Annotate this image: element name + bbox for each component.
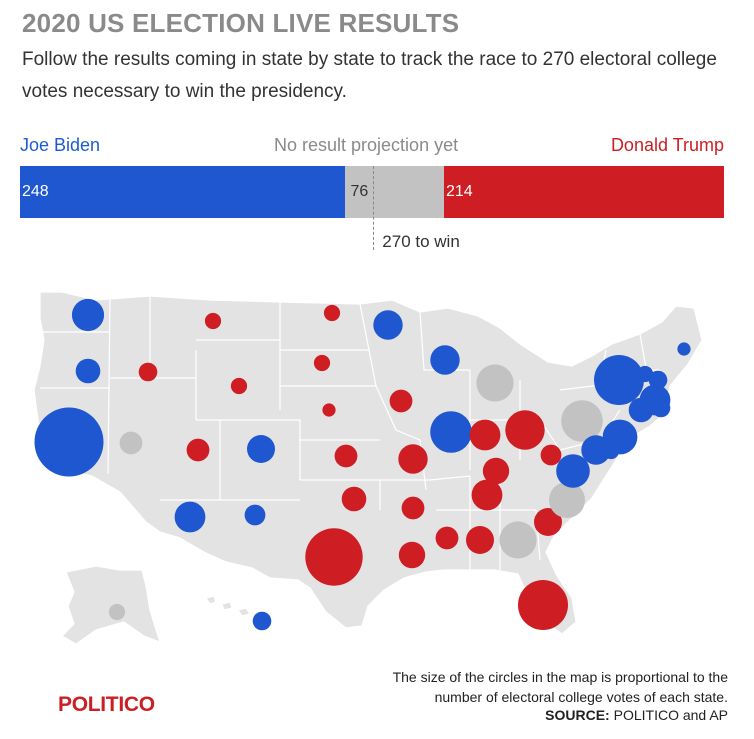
- state-circle-ma: [639, 384, 671, 416]
- bar-segment-biden: 248: [20, 166, 345, 218]
- state-circle-nv: [119, 431, 143, 455]
- state-circle-oh: [505, 410, 545, 450]
- state-circle-in: [469, 419, 501, 451]
- state-circle-sc: [534, 508, 562, 536]
- state-circle-ut: [186, 438, 210, 462]
- state-circle-ky: [482, 457, 510, 485]
- state-circle-ms: [435, 526, 459, 550]
- state-circle-nm: [244, 504, 266, 526]
- contiguous-us-outline: [33, 291, 703, 635]
- state-circles: [34, 298, 691, 631]
- bar-segment-undecided: 76: [344, 166, 444, 218]
- state-circle-ok: [341, 486, 367, 512]
- state-circle-wi: [430, 345, 460, 375]
- state-circle-wy: [230, 377, 248, 395]
- state-circle-mn: [373, 310, 403, 340]
- legend-undecided: No result projection yet: [274, 135, 459, 155]
- size-note: The size of the circles in the map is pr…: [392, 669, 728, 705]
- state-circle-nc: [549, 482, 585, 518]
- state-circle-nd: [323, 304, 341, 322]
- state-circle-wv: [540, 444, 562, 466]
- state-circle-ia: [389, 389, 413, 413]
- state-circle-mo: [398, 444, 428, 474]
- state-circle-ak: [108, 603, 126, 621]
- state-circle-tn: [471, 479, 503, 511]
- state-circle-al: [466, 526, 494, 554]
- map-land: [33, 291, 703, 645]
- alaska-outline: [61, 565, 161, 645]
- state-circle-fl: [518, 580, 568, 630]
- state-circle-co: [247, 435, 275, 463]
- state-circle-id: [138, 362, 158, 382]
- state-circle-va: [556, 454, 590, 488]
- state-circle-wa: [71, 298, 105, 332]
- state-circle-hi: [252, 611, 272, 631]
- state-circle-ny: [594, 355, 644, 405]
- source-credit: SOURCE: POLITICO and AP: [545, 707, 728, 723]
- legend-biden: Joe Biden: [20, 135, 101, 155]
- page-title: 2020 US ELECTION LIVE RESULTS: [22, 8, 460, 38]
- state-circle-ks: [334, 444, 358, 468]
- bar-segment-trump: 214: [443, 166, 724, 218]
- state-circle-la: [398, 541, 426, 569]
- source-text: POLITICO and AP: [613, 707, 728, 723]
- threshold-line: [373, 166, 375, 250]
- us-map: [33, 291, 703, 645]
- state-circle-sd: [313, 354, 331, 372]
- state-circle-pa: [561, 400, 603, 442]
- electoral-vote-bar: 248 76 214: [20, 166, 724, 218]
- threshold-label: 270 to win: [382, 232, 460, 251]
- page-subtitle: Follow the results coming in state by st…: [22, 49, 717, 102]
- state-circle-mi: [476, 364, 514, 402]
- state-circle-il: [430, 411, 472, 453]
- state-circle-ar: [401, 496, 425, 520]
- state-circle-ne: [322, 403, 336, 417]
- source-label: SOURCE:: [545, 707, 610, 723]
- state-circle-tx: [305, 528, 363, 586]
- state-circle-mt: [204, 312, 222, 330]
- state-circle-or: [75, 358, 101, 384]
- state-circle-nh: [648, 370, 668, 390]
- state-circle-az: [174, 501, 206, 533]
- legend-trump: Donald Trump: [610, 135, 724, 155]
- state-circle-md: [581, 435, 611, 465]
- politico-logo: POLITICO: [58, 693, 155, 716]
- state-circle-me: [677, 342, 691, 356]
- state-circle-ca: [34, 407, 104, 477]
- state-circle-ga: [499, 521, 537, 559]
